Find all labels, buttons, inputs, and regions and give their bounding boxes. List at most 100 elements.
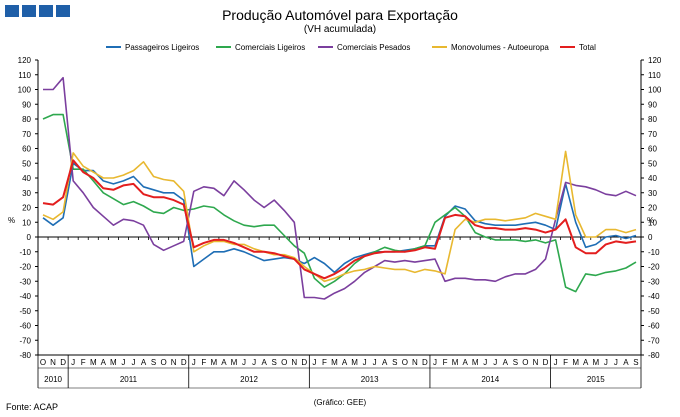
y-tick-label-right: 40 [648,174,657,183]
month-label: O [161,358,167,367]
month-label: A [382,358,388,367]
month-label: S [392,358,397,367]
y-tick-label-left: 110 [18,71,31,80]
month-label: N [412,358,418,367]
year-label: 2013 [361,375,379,384]
y-tick-label-left: -40 [19,292,31,301]
y-tick-label-left: -30 [19,277,31,286]
chart-source: Fonte: ACAP [6,402,59,412]
y-tick-label-right: -40 [648,292,660,301]
month-label: J [604,358,608,367]
year-label: 2010 [44,375,62,384]
y-tick-label-left: -50 [19,307,31,316]
month-label: J [192,358,196,367]
month-label: M [331,358,338,367]
month-label: J [433,358,437,367]
y-tick-label-left: 30 [22,189,31,198]
logo-square [22,5,36,17]
y-tick-label-left: -10 [19,248,31,257]
month-label: O [402,358,408,367]
month-label: J [312,358,316,367]
y-tick-label-right: -20 [648,263,660,272]
month-label: F [443,358,448,367]
month-label: D [543,358,549,367]
month-label: O [281,358,287,367]
month-label: A [342,358,348,367]
month-label: D [181,358,187,367]
month-label: J [614,358,618,367]
month-label: J [71,358,75,367]
year-label: 2011 [120,375,138,384]
month-label: O [522,358,528,367]
month-label: J [131,358,135,367]
month-label: S [633,358,638,367]
month-label: N [291,358,297,367]
y-tick-label-left: -70 [19,336,31,345]
y-axis-label-right: % [647,216,654,225]
month-label: A [462,358,468,367]
month-label: A [583,358,589,367]
month-label: A [623,358,629,367]
y-tick-label-left: 0 [27,233,32,242]
month-label: S [272,358,277,367]
month-label: M [351,358,358,367]
y-tick-label-left: 100 [18,86,32,95]
month-label: D [301,358,307,367]
y-tick-label-right: 90 [648,100,657,109]
y-tick-label-left: 120 [18,56,32,65]
y-tick-label-right: 110 [648,71,661,80]
month-label: J [242,358,246,367]
year-label: 2015 [587,375,605,384]
month-label: M [572,358,579,367]
y-tick-label-left: 80 [22,115,31,124]
month-label: M [231,358,238,367]
month-label: F [563,358,568,367]
y-tick-label-right: 70 [648,130,657,139]
month-label: M [592,358,599,367]
y-tick-label-right: 80 [648,115,657,124]
chart-title: Produção Automóvel para Exportação [222,7,458,23]
y-tick-label-left: 20 [22,204,31,213]
month-label: J [252,358,256,367]
y-tick-label-right: -80 [648,351,660,360]
month-label: A [261,358,267,367]
legend-label: Comerciais Ligeiros [235,43,305,52]
month-label: S [151,358,156,367]
y-tick-label-right: 0 [648,233,653,242]
y-tick-label-left: 70 [22,130,31,139]
series-line-2 [42,113,637,293]
year-label: 2012 [240,375,258,384]
series-line-1 [42,162,637,274]
month-label: D [422,358,428,367]
y-tick-label-left: -60 [19,322,31,331]
month-label: D [60,358,66,367]
month-label: J [373,358,377,367]
month-label: A [141,358,147,367]
month-label: N [171,358,177,367]
month-label: N [50,358,56,367]
y-tick-label-right: -30 [648,277,660,286]
y-tick-label-right: 10 [648,218,657,227]
y-tick-label-left: 10 [22,218,31,227]
legend-label: Passageiros Ligeiros [125,43,199,52]
logo [5,5,70,17]
logo-square [56,5,70,17]
y-tick-label-right: -50 [648,307,660,316]
y-tick-label-right: 20 [648,204,657,213]
month-label: J [121,358,125,367]
legend-label: Total [579,43,596,52]
y-tick-label-right: -10 [648,248,660,257]
y-tick-label-right: 100 [648,86,662,95]
month-label: J [554,358,558,367]
y-tick-label-right: 120 [648,56,662,65]
month-label: A [503,358,509,367]
y-tick-label-left: -80 [19,351,31,360]
month-label: F [322,358,327,367]
month-label: A [101,358,107,367]
month-label: N [533,358,539,367]
series-line-4 [42,150,637,283]
legend-label: Comerciais Pesados [337,43,410,52]
logo-square [5,5,19,17]
month-label: J [483,358,487,367]
